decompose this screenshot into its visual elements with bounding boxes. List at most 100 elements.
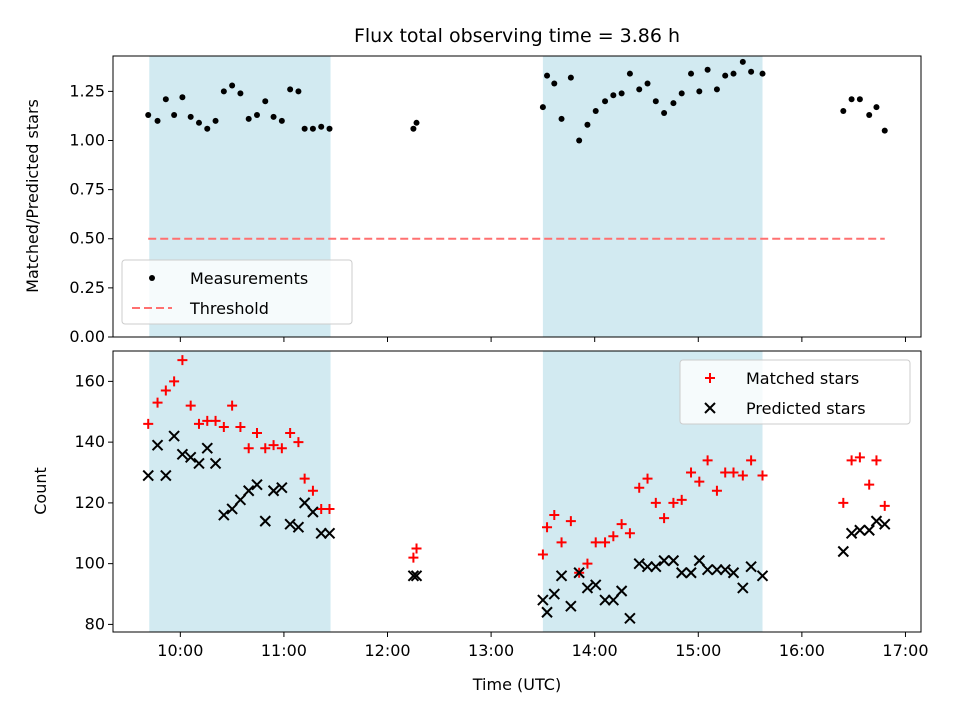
measurement-point (704, 66, 711, 73)
y-tick-label: 0.00 (69, 327, 105, 346)
matched-star-point (556, 537, 567, 548)
predicted-star-point (267, 485, 280, 497)
predicted-star-point (251, 478, 263, 491)
measurement-point (204, 125, 211, 132)
measurement-point (661, 109, 668, 116)
x-axis-label: Time (UTC) (472, 675, 561, 694)
matched-star-point (582, 558, 593, 569)
measurement-point (739, 58, 746, 65)
predicted-star-point (307, 506, 319, 518)
predicted-star-point (863, 524, 875, 536)
predicted-star-point (581, 582, 594, 594)
y-tick-label: 100 (74, 554, 105, 573)
measurement-point (567, 74, 574, 81)
measurement-point (413, 119, 420, 126)
measurement-point (544, 72, 551, 79)
predicted-star-point (658, 554, 670, 567)
predicted-star-point (160, 469, 172, 482)
measurement-point (584, 121, 591, 128)
predicted-star-point (298, 497, 311, 509)
measurement-point (145, 111, 152, 118)
measurement-point (212, 117, 219, 124)
measurement-point (287, 86, 294, 93)
bottom-panel: 80 100 120 140 160 10:00 11:00 12:00 13:00 14:00 1… (31, 350, 929, 660)
predicted-star-point (184, 451, 197, 464)
predicted-star-point (541, 606, 553, 618)
y-tick-label: 120 (74, 493, 105, 512)
predicted-star-point (242, 485, 255, 497)
legend-label: Matched stars (746, 369, 859, 388)
x-tick-label: 14:00 (572, 641, 618, 660)
matched-star-point (659, 513, 670, 524)
measurement-point (326, 125, 333, 132)
measurement-point (748, 68, 755, 75)
measurement-point (171, 111, 178, 118)
measurement-point (652, 98, 659, 105)
measurement-point (618, 90, 625, 97)
predicted-star-point (573, 567, 585, 579)
measurement-point (301, 125, 308, 132)
predicted-star-point (407, 570, 420, 582)
matched-star-point (668, 497, 679, 508)
predicted-star-point (701, 564, 714, 576)
matched-star-point (728, 467, 739, 478)
measurement-point (237, 90, 244, 97)
x-tick-label: 15:00 (675, 641, 721, 660)
predicted-star-point (201, 442, 213, 454)
x-tick-label: 16:00 (779, 641, 825, 660)
predicted-star-point (565, 600, 577, 612)
predicted-star-point (218, 509, 230, 521)
measurement-point (713, 86, 720, 93)
matched-star-point (676, 494, 687, 505)
legend-box (121, 259, 353, 325)
shaded-span (542, 56, 763, 337)
plot-frame (112, 55, 922, 338)
legend-label: Threshold (189, 299, 269, 318)
matched-star-point (565, 516, 576, 527)
y-axis-label: Matched/Predicted stars (23, 99, 42, 293)
x-tick-label: 10:00 (157, 641, 203, 660)
predicted-star-point (323, 527, 336, 539)
predicted-star-point (410, 570, 423, 582)
matched-star-point (746, 455, 757, 466)
predicted-star-point (870, 515, 883, 527)
predicted-star-point (315, 527, 327, 539)
matched-star-point (268, 440, 279, 451)
predicted-star-point (727, 567, 740, 579)
matched-star-point (650, 497, 661, 508)
matched-star-point (879, 500, 890, 511)
measurement-point (229, 82, 236, 89)
shaded-span (149, 351, 331, 632)
measurement-point (688, 70, 695, 77)
matched-star-point (143, 418, 154, 429)
legend-label: Measurements (190, 269, 308, 288)
x-tick-label: 11:00 (261, 641, 307, 660)
predicted-star-point (607, 594, 620, 606)
measurement-point (840, 108, 847, 115)
predicted-star-point (193, 457, 205, 470)
y-tick-label: 160 (74, 371, 105, 390)
measurement-point (678, 90, 685, 97)
measurement-point (539, 104, 546, 111)
legend-marker (149, 275, 155, 281)
predicted-star-point (548, 588, 560, 600)
matched-star-point (260, 443, 271, 454)
predicted-star-point (615, 585, 628, 597)
matched-star-point (193, 418, 204, 429)
y-tick-label: 80 (85, 614, 105, 633)
matched-star-point (160, 385, 171, 396)
predicted-star-point (624, 612, 636, 625)
predicted-star-point (142, 469, 154, 482)
predicted-star-point (837, 545, 850, 558)
x-tick-label: 17:00 (882, 641, 928, 660)
matched-star-point (702, 455, 713, 466)
legend-marker (704, 402, 716, 414)
matched-star-point (838, 497, 849, 508)
measurement-point (881, 127, 888, 134)
predicted-star-point (176, 448, 189, 460)
predicted-star-point (234, 494, 247, 506)
predicted-star-point (845, 527, 858, 539)
legend-marker (705, 373, 715, 383)
predicted-star-point (259, 515, 271, 527)
predicted-star-point (292, 521, 305, 533)
